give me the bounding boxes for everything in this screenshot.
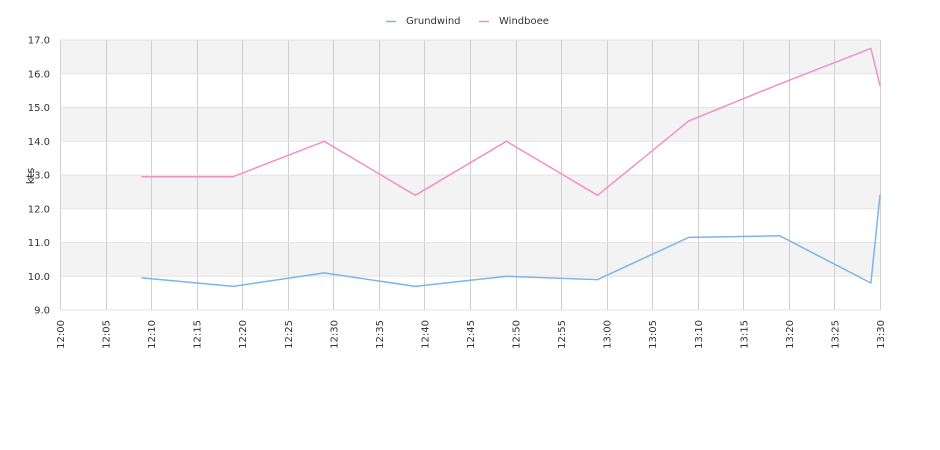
y-tick-label: 16.0 xyxy=(28,69,50,80)
horizontal-gridlines xyxy=(60,39,880,311)
x-tick-label: 12:30 xyxy=(329,320,340,349)
y-tick-label: 17.0 xyxy=(28,36,50,47)
x-tick-label: 12:00 xyxy=(56,320,67,349)
legend-label: Windboee xyxy=(499,16,549,27)
y-tick-label: 15.0 xyxy=(28,103,50,114)
y-axis-title: kts xyxy=(24,168,37,185)
x-tick-label: 12:50 xyxy=(512,320,523,349)
x-axis-tick-labels: 12:00 12:05 12:10 12:15 12:20 12:25 12:30 12:35… xyxy=(56,320,887,349)
y-tick-label: 11.0 xyxy=(28,238,50,249)
x-tick-label: 12:15 xyxy=(193,320,204,349)
x-tick-label: 13:00 xyxy=(603,320,614,349)
x-tick-label: 12:05 xyxy=(102,320,113,349)
legend-item-windboee[interactable]: Windboee xyxy=(479,16,549,27)
y-tick-label: 13.0 xyxy=(28,171,50,182)
y-tick-label: 9.0 xyxy=(34,306,50,317)
x-tick-label: 12:55 xyxy=(557,320,568,349)
x-tick-label: 12:45 xyxy=(466,320,477,349)
series-line-grundwind xyxy=(141,194,881,288)
x-tick-label: 12:10 xyxy=(147,320,158,349)
x-tick-label: 13:25 xyxy=(830,320,841,349)
legend[interactable]: Grundwind Windboee xyxy=(386,16,549,27)
y-tick-label: 14.0 xyxy=(28,137,50,148)
x-tick-label: 13:20 xyxy=(785,320,796,349)
y-axis-tick-labels: 9.0 10.0 11.0 12.0 13.0 14.0 15.0 16.0 17.0 xyxy=(28,36,50,317)
x-tick-label: 12:25 xyxy=(284,320,295,349)
x-tick-label: 13:15 xyxy=(739,320,750,349)
x-tick-label: 13:05 xyxy=(648,320,659,349)
x-tick-label: 13:30 xyxy=(876,320,887,349)
y-tick-label: 10.0 xyxy=(28,272,50,283)
x-tick-label: 13:10 xyxy=(694,320,705,349)
legend-label: Grundwind xyxy=(406,16,461,27)
series-line-windboee xyxy=(141,47,881,197)
x-tick-label: 12:35 xyxy=(375,320,386,349)
x-tick-label: 12:20 xyxy=(238,320,249,349)
y-tick-label: 12.0 xyxy=(28,204,50,215)
x-tick-label: 12:40 xyxy=(420,320,431,349)
legend-item-grundwind[interactable]: Grundwind xyxy=(386,16,461,27)
series-lines xyxy=(141,47,881,288)
